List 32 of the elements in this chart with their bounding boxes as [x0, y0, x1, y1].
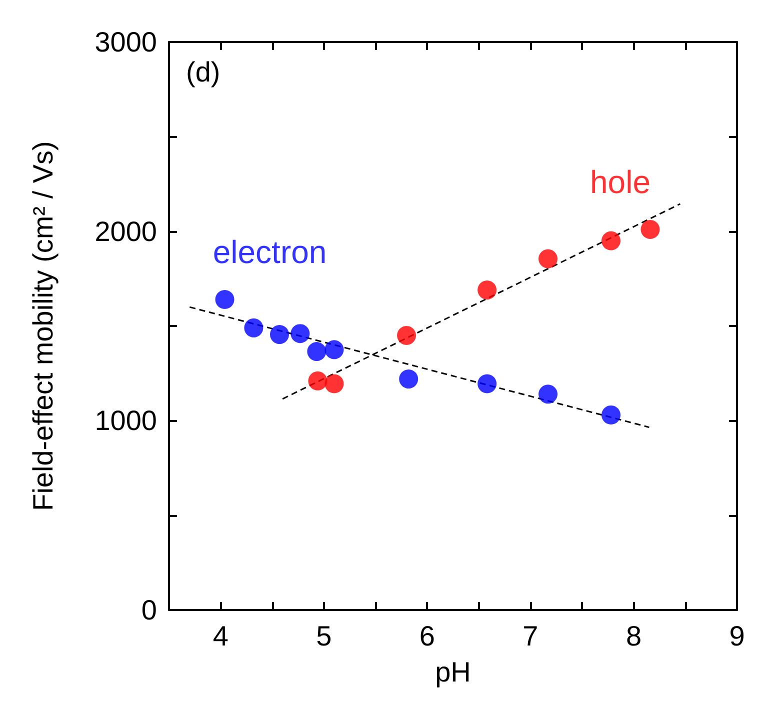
x-tick-label: 5 [316, 620, 332, 652]
point [538, 249, 558, 268]
point [399, 370, 418, 389]
y-axis-title: Field-effect mobility (cm² / Vs) [28, 141, 58, 511]
x-tick-label: 8 [626, 620, 642, 652]
point [215, 290, 234, 309]
y-tick-label: 1000 [94, 405, 157, 436]
annotation: (d) [186, 56, 220, 88]
y-tick-label: 0 [141, 594, 157, 626]
point [324, 340, 344, 360]
point [602, 405, 621, 424]
point [307, 342, 326, 362]
series-label: electron [212, 234, 327, 270]
point [478, 374, 497, 394]
x-tick-label: 4 [212, 620, 228, 652]
x-axis-title: pH [435, 656, 471, 688]
point [270, 325, 289, 344]
y-tick-label: 2000 [94, 216, 157, 247]
x-tick-label: 6 [419, 620, 435, 652]
point [244, 318, 264, 338]
point [538, 384, 558, 404]
point [602, 231, 621, 250]
x-tick-label: 9 [729, 620, 745, 652]
point [308, 371, 328, 390]
point [290, 324, 310, 344]
y-tick-label: 3000 [94, 26, 157, 58]
point [324, 374, 344, 394]
point [478, 280, 497, 300]
x-tick-label: 7 [522, 620, 538, 652]
point [640, 220, 660, 239]
series-label: hole [590, 164, 650, 200]
point [397, 326, 416, 345]
